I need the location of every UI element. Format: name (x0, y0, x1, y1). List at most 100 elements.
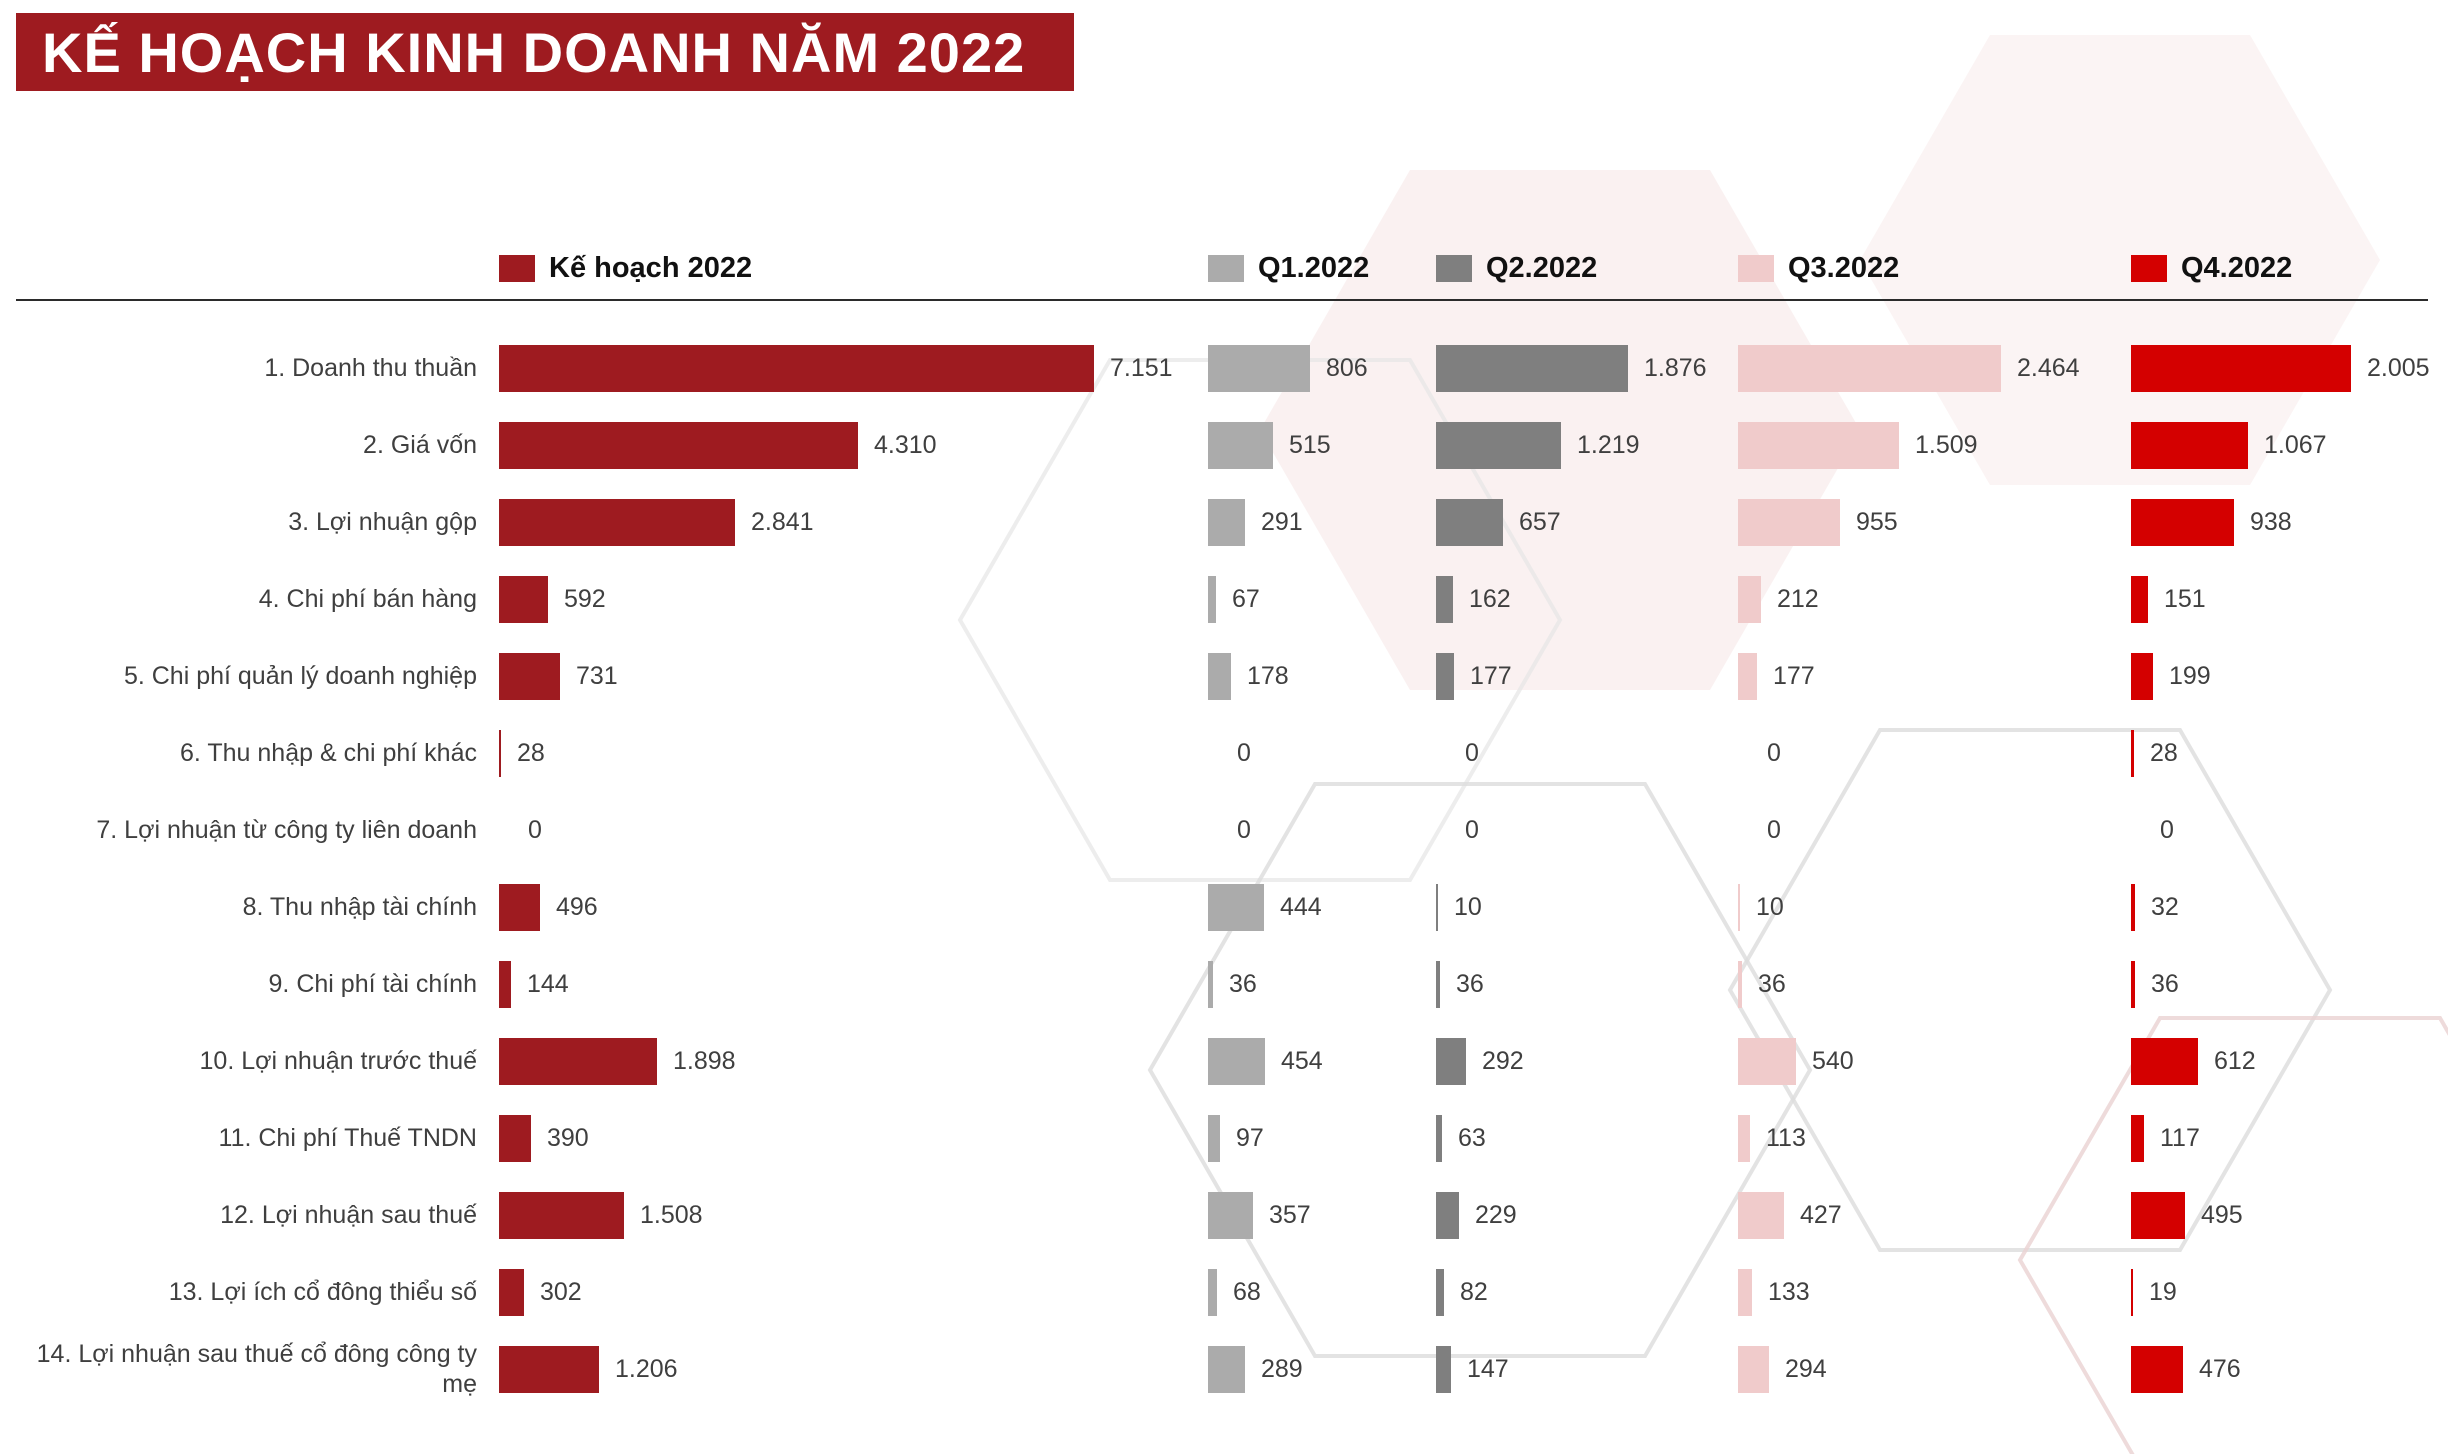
bar-q4 (2131, 1269, 2133, 1316)
bar-q4 (2131, 961, 2135, 1008)
bar-cell-q3: 36 (1738, 946, 2131, 1023)
bar-cell-q4: 476 (2131, 1331, 2448, 1408)
value-label: 0 (1767, 739, 1781, 767)
bar-q1 (1208, 499, 1245, 546)
bar-q3 (1738, 345, 2001, 392)
bar-cell-q2: 0 (1436, 792, 1738, 869)
bar-q4 (2131, 1115, 2144, 1162)
value-label: 938 (2250, 508, 2292, 536)
bar-cell-q4: 117 (2131, 1100, 2448, 1177)
bar-q1 (1208, 422, 1273, 469)
bar-cell-q2: 147 (1436, 1331, 1738, 1408)
value-label: 36 (1758, 970, 1786, 998)
category-label: 2. Giá vốn (363, 430, 477, 459)
chart-row: 6. Thu nhập & chi phí khác 28 0 0 0 28 (0, 715, 2448, 792)
value-label: 291 (1261, 508, 1303, 536)
bar-cell-q1: 454 (1208, 1023, 1436, 1100)
bar-cell-q3: 212 (1738, 561, 2131, 638)
value-label: 0 (1767, 816, 1781, 844)
legend-label-plan: Kế hoạch 2022 (549, 251, 753, 284)
bar-cell-q2: 10 (1436, 869, 1738, 946)
bar-cell-plan: 731 (499, 638, 1208, 715)
chart-row: 12. Lợi nhuận sau thuế 1.508 357 229 427 495 (0, 1177, 2448, 1254)
bar-cell-plan: 4.310 (499, 407, 1208, 484)
bar-q2 (1436, 576, 1453, 623)
category-label: 10. Lợi nhuận trước thuế (199, 1046, 477, 1075)
bar-q3 (1738, 1346, 1769, 1393)
bar-cell-q3: 10 (1738, 869, 2131, 946)
category-label: 7. Lợi nhuận từ công ty liên doanh (96, 815, 477, 844)
value-label: 731 (576, 662, 618, 690)
chart-row: 14. Lợi nhuận sau thuế cổ đông công ty m… (0, 1331, 2448, 1408)
value-label: 2.005 (2367, 354, 2430, 382)
category-label: 13. Lợi ích cổ đông thiểu số (168, 1277, 477, 1306)
bar-cell-q4: 199 (2131, 638, 2448, 715)
bar-cell-q3: 0 (1738, 792, 2131, 869)
bar-cell-q1: 97 (1208, 1100, 1436, 1177)
category-label: 8. Thu nhập tài chính (242, 892, 477, 921)
value-label: 657 (1519, 508, 1561, 536)
chart-row: 4. Chi phí bán hàng 592 67 162 212 151 (0, 561, 2448, 638)
bar-q1 (1208, 961, 1213, 1008)
value-label: 36 (1456, 970, 1484, 998)
bar-cell-q4: 32 (2131, 869, 2448, 946)
bar-cell-q4: 2.005 (2131, 330, 2448, 407)
bar-cell-q1: 68 (1208, 1254, 1436, 1331)
chart-row: 7. Lợi nhuận từ công ty liên doanh 0 0 0 0 0 (0, 792, 2448, 869)
bar-q3 (1738, 422, 1899, 469)
category-label: 1. Doanh thu thuần (264, 353, 477, 382)
value-label: 0 (1465, 739, 1479, 767)
value-label: 151 (2164, 585, 2206, 613)
bar-q4 (2131, 1346, 2183, 1393)
bar-plan (499, 1038, 657, 1085)
legend-spacer (0, 268, 499, 269)
bar-cell-q3: 2.464 (1738, 330, 2131, 407)
bar-q3 (1738, 1269, 1752, 1316)
bar-cell-plan: 1.898 (499, 1023, 1208, 1100)
page-title: KẾ HOẠCH KINH DOANH NĂM 2022 (42, 20, 1026, 84)
bar-cell-q2: 292 (1436, 1023, 1738, 1100)
bar-plan (499, 961, 511, 1008)
bar-cell-q4: 612 (2131, 1023, 2448, 1100)
bar-cell-q2: 0 (1436, 715, 1738, 792)
value-label: 496 (556, 893, 598, 921)
value-label: 1.206 (615, 1355, 678, 1383)
category-label: 4. Chi phí bán hàng (258, 584, 477, 613)
value-label: 177 (1773, 662, 1815, 690)
value-label: 178 (1247, 662, 1289, 690)
legend-item-q1: Q1.2022 (1208, 246, 1436, 290)
bar-q2 (1436, 1269, 1444, 1316)
bar-cell-q1: 444 (1208, 869, 1436, 946)
value-label: 36 (1229, 970, 1257, 998)
bar-q4 (2131, 730, 2134, 777)
bar-q2 (1436, 499, 1503, 546)
value-label: 4.310 (874, 431, 937, 459)
bar-q1 (1208, 1346, 1245, 1393)
bar-q2 (1436, 345, 1628, 392)
value-label: 162 (1469, 585, 1511, 613)
bar-q1 (1208, 1115, 1220, 1162)
bar-q1 (1208, 1192, 1253, 1239)
bar-q2 (1436, 884, 1438, 931)
value-label: 0 (1465, 816, 1479, 844)
bar-cell-q4: 19 (2131, 1254, 2448, 1331)
value-label: 357 (1269, 1201, 1311, 1229)
value-label: 302 (540, 1278, 582, 1306)
bar-q2 (1436, 422, 1561, 469)
value-label: 476 (2199, 1355, 2241, 1383)
value-label: 147 (1467, 1355, 1509, 1383)
bar-cell-q2: 1.219 (1436, 407, 1738, 484)
bar-plan (499, 1192, 624, 1239)
value-label: 0 (528, 816, 542, 844)
bar-q4 (2131, 1192, 2185, 1239)
bar-chart: 1. Doanh thu thuần 7.151 806 1.876 2.464 2.00… (0, 330, 2448, 1408)
bar-q3 (1738, 1192, 1784, 1239)
bar-cell-q3: 177 (1738, 638, 2131, 715)
legend-item-q2: Q2.2022 (1436, 246, 1738, 290)
value-label: 444 (1280, 893, 1322, 921)
bar-plan (499, 1346, 599, 1393)
chart-row: 10. Lợi nhuận trước thuế 1.898 454 292 540 61… (0, 1023, 2448, 1100)
title-bar: KẾ HOẠCH KINH DOANH NĂM 2022 (16, 13, 1074, 91)
value-label: 63 (1458, 1124, 1486, 1152)
